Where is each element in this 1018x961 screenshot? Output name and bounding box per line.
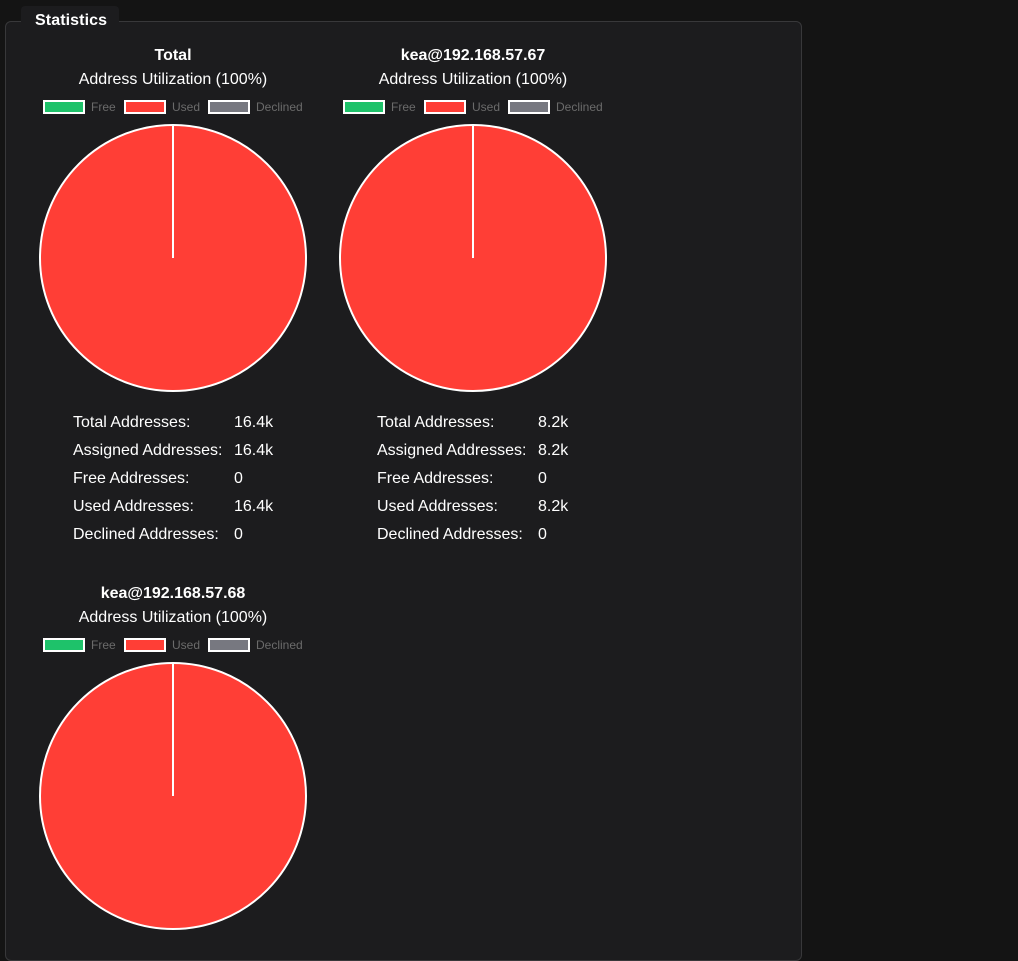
legend-swatch-free (43, 638, 85, 652)
stat-label: Total Addresses: (377, 414, 495, 431)
legend-item-free[interactable]: Free (343, 100, 416, 114)
stat-value: 0 (234, 526, 243, 543)
legend-label-declined: Declined (256, 100, 303, 114)
legend-item-declined[interactable]: Declined (208, 638, 303, 652)
legend-label-used: Used (472, 100, 501, 114)
legend-swatch-free (43, 100, 85, 114)
chart-title: kea@192.168.57.67 (400, 47, 546, 64)
stat-label: Assigned Addresses: (73, 442, 223, 459)
stats-table-kea-192-168-57-67: Total Addresses: 8.2k Assigned Addresses… (377, 414, 637, 554)
legend-label-used: Used (172, 638, 201, 652)
stat-value: 8.2k (538, 442, 569, 459)
legend-swatch-declined (208, 100, 250, 114)
stat-label: Free Addresses: (377, 470, 494, 487)
legend-swatch-used (124, 638, 166, 652)
pie-chart-kea-192-168-57-68[interactable] (38, 661, 308, 931)
legend-item-used[interactable]: Used (124, 638, 200, 652)
chart-subtitle: Address Utilization (100%) (378, 71, 568, 88)
legend-label-used: Used (172, 100, 201, 114)
legend-item-used[interactable]: Used (424, 100, 500, 114)
stat-label: Used Addresses: (73, 498, 194, 515)
legend-label-free: Free (91, 638, 116, 652)
legend-item-declined[interactable]: Declined (508, 100, 603, 114)
legend-swatch-declined (508, 100, 550, 114)
chart-subtitle: Address Utilization (100%) (78, 71, 268, 88)
legend-label-declined: Declined (256, 638, 303, 652)
chart-legend: Free Used Declined (43, 100, 313, 114)
legend-swatch-declined (208, 638, 250, 652)
legend-label-declined: Declined (556, 100, 603, 114)
statistics-panel-title: Statistics (21, 6, 120, 36)
stat-label: Assigned Addresses: (377, 442, 527, 459)
pie-chart-total[interactable] (38, 123, 308, 393)
stat-value: 16.4k (234, 414, 274, 431)
legend-swatch-free (343, 100, 385, 114)
legend-item-free[interactable]: Free (43, 100, 116, 114)
legend-swatch-used (424, 100, 466, 114)
chart-subtitle: Address Utilization (100%) (78, 609, 268, 626)
stat-value: 8.2k (538, 498, 569, 515)
stat-label: Free Addresses: (73, 470, 190, 487)
chart-legend: Free Used Declined (43, 638, 313, 652)
stat-label: Declined Addresses: (377, 526, 523, 543)
legend-item-declined[interactable]: Declined (208, 100, 303, 114)
stat-label: Declined Addresses: (73, 526, 219, 543)
chart-title: Total (154, 47, 192, 64)
stat-label: Used Addresses: (377, 498, 498, 515)
stat-label: Total Addresses: (73, 414, 191, 431)
stat-value: 0 (234, 470, 243, 487)
stat-value: 16.4k (234, 498, 274, 515)
legend-swatch-used (124, 100, 166, 114)
stat-value: 0 (538, 526, 547, 543)
stat-value: 0 (538, 470, 547, 487)
legend-item-free[interactable]: Free (43, 638, 116, 652)
chart-legend: Free Used Declined (343, 100, 613, 114)
stat-value: 16.4k (234, 442, 274, 459)
pie-chart-kea-192-168-57-67[interactable] (338, 123, 608, 393)
stat-value: 8.2k (538, 414, 569, 431)
legend-label-free: Free (391, 100, 416, 114)
legend-item-used[interactable]: Used (124, 100, 200, 114)
chart-title: kea@192.168.57.68 (100, 585, 246, 602)
stats-table-total: Total Addresses: 16.4k Assigned Addresse… (73, 414, 333, 554)
legend-label-free: Free (91, 100, 116, 114)
